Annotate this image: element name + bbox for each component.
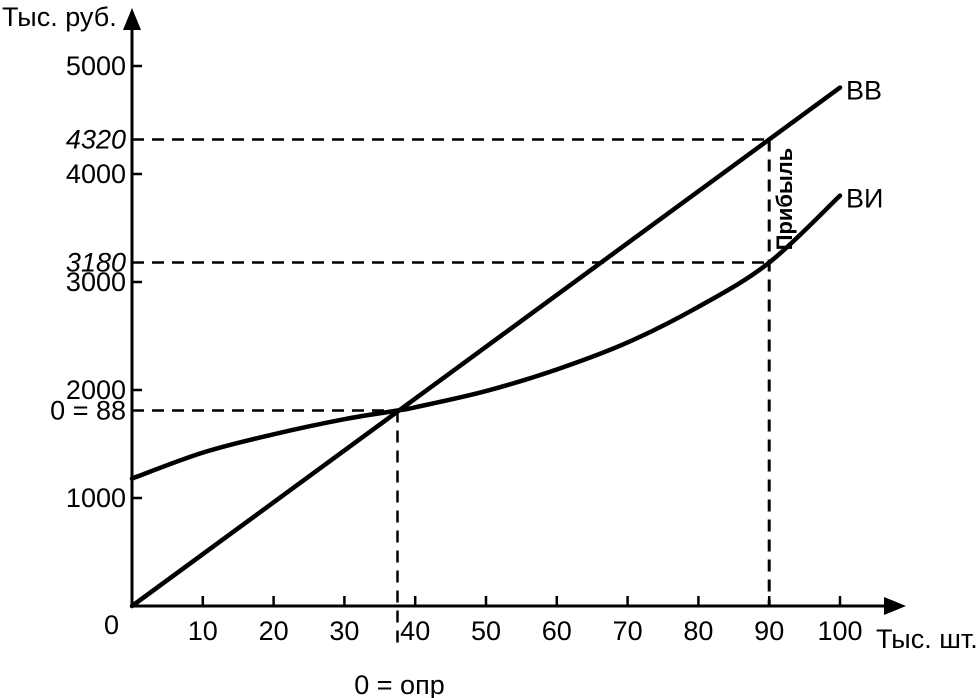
series-label: ВВ	[846, 76, 882, 106]
ref-line-vertical-label: 0 = опр	[354, 670, 444, 698]
x-tick-label: 80	[683, 616, 713, 646]
x-tick-label: 100	[817, 616, 862, 646]
x-tick-label: 90	[754, 616, 784, 646]
x-tick-label: 30	[329, 616, 359, 646]
series-line	[129, 193, 843, 481]
series-line	[129, 85, 843, 609]
x-tick-label: 50	[471, 616, 501, 646]
x-tick-label: 10	[188, 616, 218, 646]
ref-line-label: 4320	[66, 124, 126, 154]
y-tick-label: 3000	[66, 267, 126, 297]
x-tick-label: 60	[542, 616, 572, 646]
x-tick-label: 40	[400, 616, 430, 646]
y-tick-label: 2000	[66, 375, 126, 405]
x-axis-arrow	[884, 597, 906, 615]
y-tick-label: 5000	[66, 51, 126, 81]
y-axis-title: Тыс. руб.	[2, 2, 117, 32]
y-axis-arrow	[123, 8, 141, 30]
series-label: ВИ	[846, 184, 883, 214]
ref-line-label: 3180	[66, 248, 126, 278]
ref-line-label: 0 = 88	[50, 396, 126, 426]
y-tick-label: 1000	[66, 483, 126, 513]
x-tick-label: 20	[259, 616, 289, 646]
profit-annotation: Прибыль	[772, 148, 797, 251]
x-axis-title: Тыс. шт.	[876, 624, 978, 654]
y-tick-label: 4000	[66, 159, 126, 189]
x-tick-label: 70	[613, 616, 643, 646]
origin-label: 0	[104, 610, 119, 640]
